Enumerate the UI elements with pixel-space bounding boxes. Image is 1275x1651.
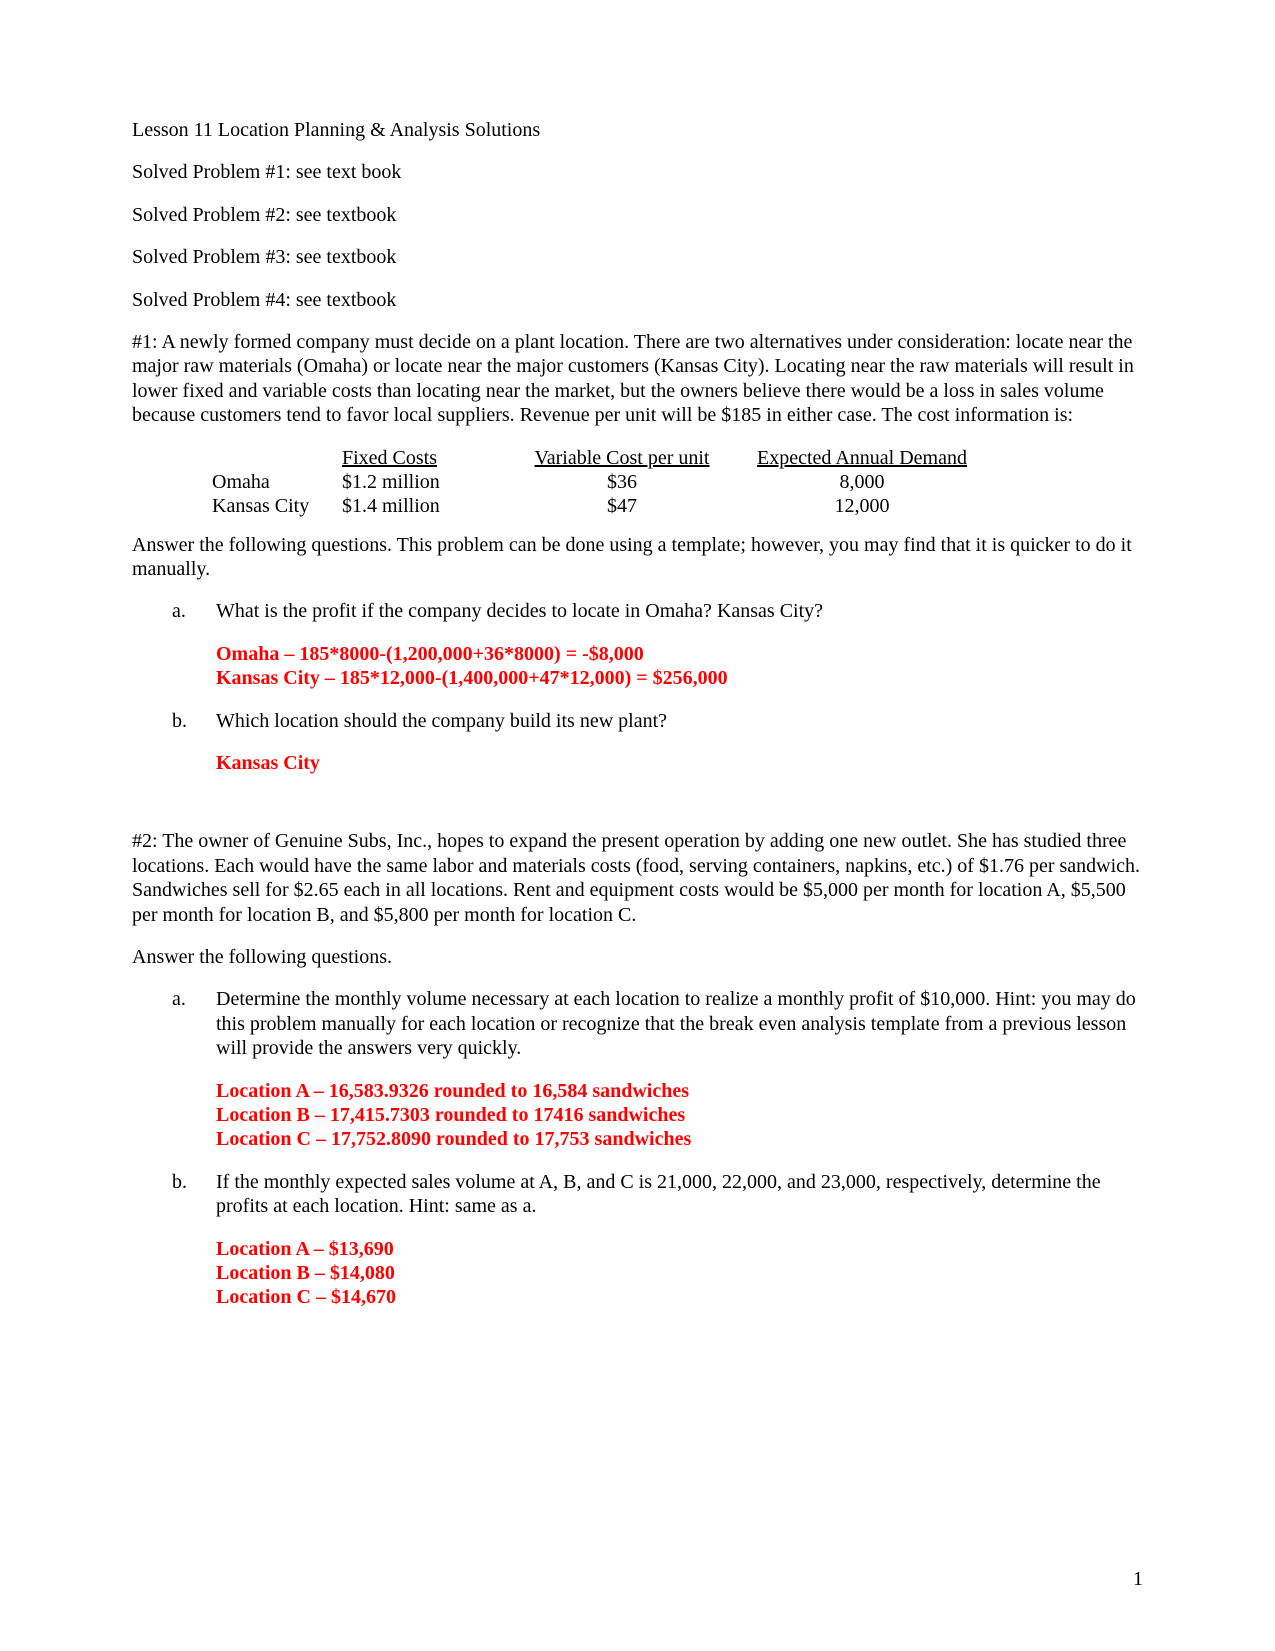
document-page: Lesson 11 Location Planning & Analysis S…	[0, 0, 1275, 1651]
question-2b: If the monthly expected sales volume at …	[216, 1170, 1143, 1219]
problem-1-post: Answer the following questions. This pro…	[132, 533, 1143, 582]
answer-line: Location B – 17,415.7303 rounded to 1741…	[216, 1103, 1143, 1127]
problem-2-list: a. Determine the monthly volume necessar…	[172, 987, 1143, 1309]
solved-problem-1: Solved Problem #1: see text book	[132, 160, 1143, 184]
table-header-row: Fixed Costs Variable Cost per unit Expec…	[212, 446, 1143, 470]
table-cell-fixed: $1.2 million	[342, 470, 512, 494]
table-cell-name: Omaha	[212, 470, 342, 494]
question-1a: What is the profit if the company decide…	[216, 599, 1143, 623]
answer-line: Omaha – 185*8000-(1,200,000+36*8000) = -…	[216, 642, 1143, 666]
table-cell-var: $47	[512, 494, 732, 518]
answer-line: Location C – $14,670	[216, 1285, 1143, 1309]
table-cell-fixed: $1.4 million	[342, 494, 512, 518]
table-cell-demand: 8,000	[732, 470, 992, 494]
table-row: Kansas City $1.4 million $47 12,000	[212, 494, 1143, 518]
lesson-title: Lesson 11 Location Planning & Analysis S…	[132, 118, 1143, 142]
list-item: a. What is the profit if the company dec…	[172, 599, 1143, 690]
list-body: Determine the monthly volume necessary a…	[216, 987, 1143, 1151]
solved-problem-4: Solved Problem #4: see textbook	[132, 288, 1143, 312]
list-item: b. If the monthly expected sales volume …	[172, 1170, 1143, 1310]
problem-2-post: Answer the following questions.	[132, 945, 1143, 969]
solved-problem-2: Solved Problem #2: see textbook	[132, 203, 1143, 227]
table-cell-demand: 12,000	[732, 494, 992, 518]
list-body: If the monthly expected sales volume at …	[216, 1170, 1143, 1310]
answer-line: Kansas City – 185*12,000-(1,400,000+47*1…	[216, 666, 1143, 690]
list-marker-a: a.	[172, 987, 216, 1151]
table-cell-var: $36	[512, 470, 732, 494]
list-body: What is the profit if the company decide…	[216, 599, 1143, 690]
answer-line: Location A – $13,690	[216, 1237, 1143, 1261]
list-marker-a: a.	[172, 599, 216, 690]
cost-table: Fixed Costs Variable Cost per unit Expec…	[212, 446, 1143, 519]
list-marker-b: b.	[172, 1170, 216, 1310]
table-header-blank	[212, 446, 342, 470]
question-1b: Which location should the company build …	[216, 709, 1143, 733]
table-header-variable: Variable Cost per unit	[512, 446, 732, 470]
page-number: 1	[1133, 1567, 1143, 1591]
answer-line: Kansas City	[216, 751, 1143, 775]
list-item: b. Which location should the company bui…	[172, 709, 1143, 776]
list-marker-b: b.	[172, 709, 216, 776]
table-header-fixed: Fixed Costs	[342, 446, 512, 470]
problem-1-intro: #1: A newly formed company must decide o…	[132, 330, 1143, 428]
table-row: Omaha $1.2 million $36 8,000	[212, 470, 1143, 494]
problem-2-intro: #2: The owner of Genuine Subs, Inc., hop…	[132, 829, 1143, 927]
table-header-demand: Expected Annual Demand	[732, 446, 992, 470]
list-item: a. Determine the monthly volume necessar…	[172, 987, 1143, 1151]
answer-line: Location A – 16,583.9326 rounded to 16,5…	[216, 1079, 1143, 1103]
problem-1-list: a. What is the profit if the company dec…	[172, 599, 1143, 775]
answer-line: Location B – $14,080	[216, 1261, 1143, 1285]
answer-line: Location C – 17,752.8090 rounded to 17,7…	[216, 1127, 1143, 1151]
list-body: Which location should the company build …	[216, 709, 1143, 776]
solved-problem-3: Solved Problem #3: see textbook	[132, 245, 1143, 269]
answer-block: Kansas City	[216, 751, 1143, 775]
answer-block: Omaha – 185*8000-(1,200,000+36*8000) = -…	[216, 642, 1143, 691]
question-2a: Determine the monthly volume necessary a…	[216, 987, 1143, 1060]
answer-block: Location A – $13,690 Location B – $14,08…	[216, 1237, 1143, 1310]
answer-block: Location A – 16,583.9326 rounded to 16,5…	[216, 1079, 1143, 1152]
table-cell-name: Kansas City	[212, 494, 342, 518]
